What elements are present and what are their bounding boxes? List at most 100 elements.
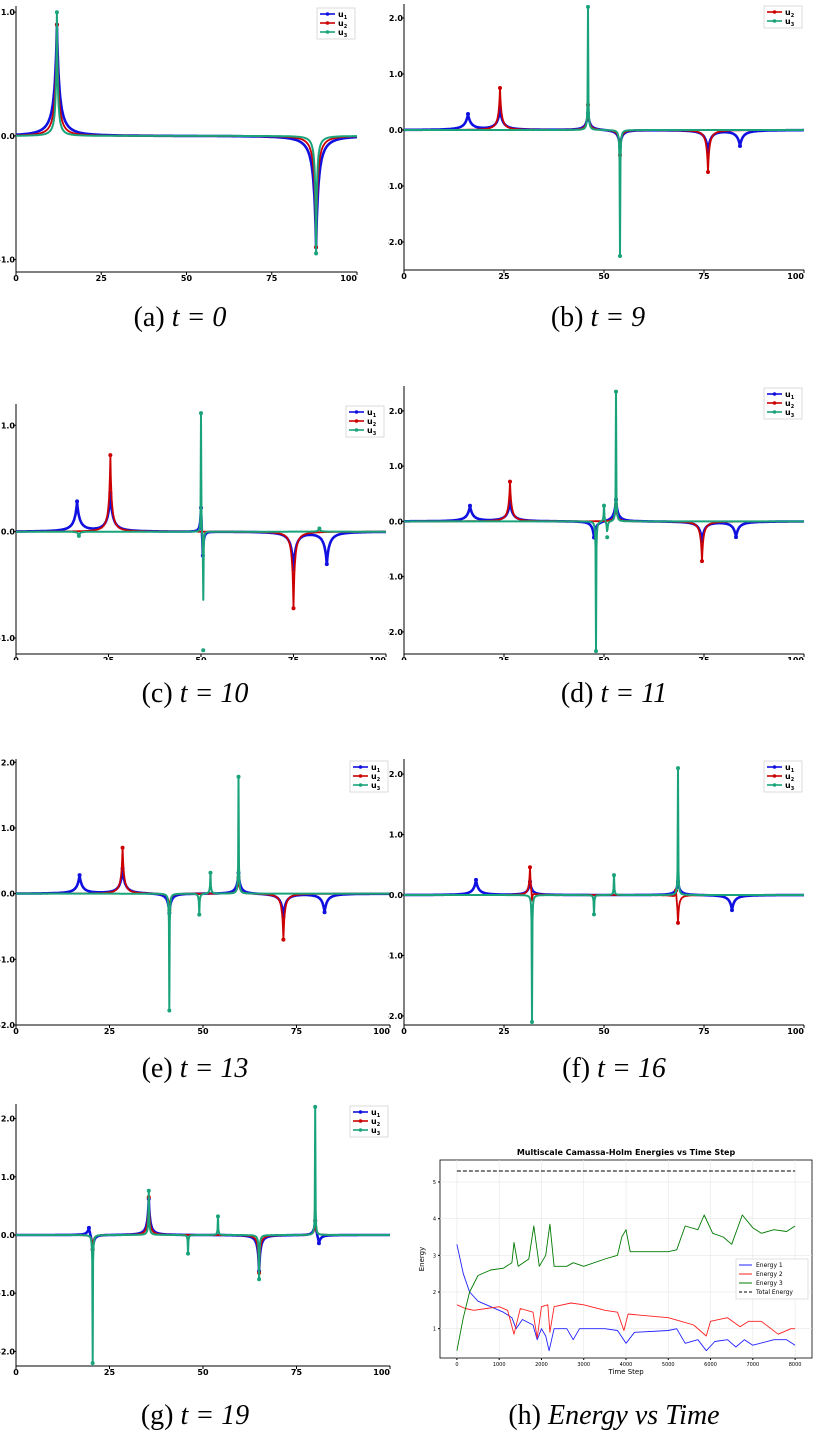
y-tick-label: 1.0 <box>1 824 16 833</box>
legend-label-energy2: Energy 2 <box>756 1271 783 1278</box>
y-tick-label: -1.0 <box>388 573 403 582</box>
x-tick-label: 50 <box>598 1027 610 1035</box>
y-tick-label: 0.0 <box>1 132 16 141</box>
legend-marker-u3 <box>772 19 777 23</box>
series-u3-line <box>15 11 358 255</box>
x-tick-label: 25 <box>103 656 115 660</box>
legend-subscript: 3 <box>373 431 377 437</box>
legend-subscript: 3 <box>791 22 795 28</box>
caption-a: (a) t = 0 <box>0 302 380 334</box>
series-u1-marker <box>734 535 738 540</box>
y-tick-label: 0.0 <box>1 528 16 537</box>
legend-label-u3: u3 <box>785 408 795 419</box>
series-u1-marker <box>77 873 82 878</box>
legend-marker-u2 <box>358 1119 363 1123</box>
legend-marker-u2 <box>772 774 777 778</box>
series-u2-marker <box>291 606 296 611</box>
x-tick-label: 25 <box>104 1027 116 1035</box>
y-tick-label: 0.0 <box>389 517 404 526</box>
series-u3-marker <box>199 411 203 416</box>
legend-subscript: 1 <box>791 768 795 774</box>
series-u3-marker <box>313 1104 318 1109</box>
series-u3-line <box>403 767 805 1023</box>
caption-e: (e) t = 13 <box>0 1053 395 1085</box>
legend-subscript: 1 <box>344 15 348 21</box>
legend-label-u2: u2 <box>371 772 381 783</box>
y-tick-label: -1.0 <box>388 182 403 191</box>
series-u3-marker <box>618 253 622 258</box>
caption-expr: t = 0 <box>171 302 227 333</box>
legend-marker-u3 <box>358 783 363 787</box>
x-tick-label: 4000 <box>620 1362 633 1368</box>
x-tick-label: 0 <box>455 1362 458 1368</box>
x-tick-label: 1000 <box>493 1362 506 1368</box>
legend-marker-u1 <box>358 1110 363 1114</box>
y-tick-label: -2.0 <box>0 1021 15 1030</box>
caption-label: (g) <box>140 1400 174 1431</box>
y-tick-label: -2.0 <box>388 1012 403 1021</box>
legend-subscript: 1 <box>791 395 795 401</box>
x-tick-label: 75 <box>698 656 710 660</box>
y-tick-label: 1 <box>433 1327 436 1333</box>
legend-label-u2: u2 <box>785 8 795 19</box>
legend-label-u2: u2 <box>371 1117 381 1128</box>
series-u3-marker <box>530 1019 534 1024</box>
chart-title: Multiscale Camassa-Holm Energies vs Time… <box>517 1148 736 1157</box>
x-tick-label: 100 <box>787 1027 804 1035</box>
series-u3-marker <box>605 535 610 540</box>
series-u3-marker <box>215 1214 220 1219</box>
x-tick-label: 50 <box>197 1027 209 1035</box>
legend-label-u2: u2 <box>785 772 795 783</box>
y-tick-label: 2 <box>433 1290 436 1296</box>
y-tick-label: -1.0 <box>0 955 15 964</box>
legend-label-u2: u2 <box>367 417 377 428</box>
x-tick-label: 50 <box>197 1368 209 1377</box>
x-tick-label: 5000 <box>662 1362 675 1368</box>
caption-b: (b) t = 9 <box>398 302 798 334</box>
series-u1-marker <box>468 503 472 508</box>
series-u3-marker <box>592 912 596 917</box>
legend-marker-u2 <box>354 419 359 423</box>
x-tick-label: 75 <box>698 1027 710 1035</box>
y-tick-label: -2.0 <box>388 238 403 247</box>
legend-box <box>735 1258 809 1300</box>
series-u1-marker <box>466 111 470 116</box>
legend-label-u1: u1 <box>785 390 795 401</box>
legend-label-u3: u3 <box>785 17 795 28</box>
legend-marker-u3 <box>358 1128 363 1132</box>
series-u2-marker <box>676 920 680 925</box>
series-u3-marker <box>54 10 59 15</box>
caption-expr: t = 13 <box>179 1053 249 1084</box>
legend-label-u2: u2 <box>338 19 348 30</box>
legend-subscript: 1 <box>377 1113 381 1119</box>
legend-label-u3: u3 <box>371 781 381 792</box>
legend-subscript: 2 <box>791 404 795 410</box>
series-u3-marker <box>586 4 590 9</box>
legend-subscript: 2 <box>377 777 381 783</box>
caption-label: (c) <box>141 678 173 709</box>
x-tick-label: 100 <box>373 1368 390 1377</box>
caption-expr: Energy vs Time <box>548 1400 720 1431</box>
x-tick-label: 25 <box>498 656 510 660</box>
series-u1-marker <box>730 908 734 913</box>
caption-label: (b) <box>550 302 584 333</box>
series-u2-marker <box>281 937 286 942</box>
caption-c: (c) t = 10 <box>0 678 395 710</box>
legend-marker-u1 <box>772 765 777 769</box>
series-u3-marker <box>612 873 616 878</box>
series-u3-line <box>15 412 387 601</box>
series-u2-marker <box>108 453 113 458</box>
y-tick-label: 1.0 <box>1 1173 16 1182</box>
x-tick-label: 0 <box>13 1027 19 1035</box>
x-tick-label: 75 <box>698 272 710 281</box>
series-energy2-line <box>456 1302 796 1339</box>
legend-label-u2: u2 <box>785 399 795 410</box>
caption-expr: t = 10 <box>179 678 249 709</box>
legend-marker-u1 <box>354 410 359 414</box>
series-u3-marker <box>676 766 680 771</box>
y-tick-label: 5 <box>433 1180 436 1186</box>
legend-label-u3: u3 <box>371 1126 381 1137</box>
x-tick-label: 100 <box>373 1027 390 1035</box>
x-tick-label: 75 <box>266 274 278 283</box>
